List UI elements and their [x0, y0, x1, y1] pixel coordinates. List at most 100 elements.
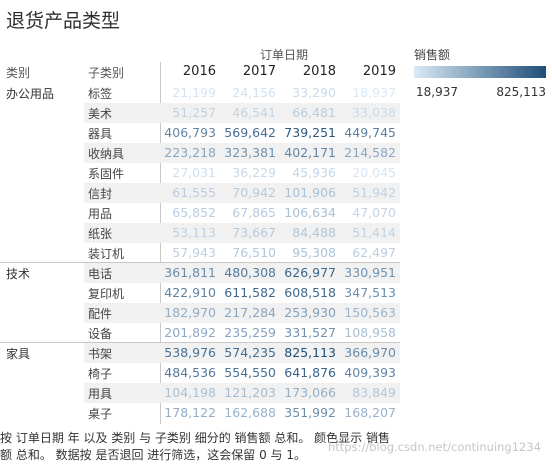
sales-cell[interactable]: 18,937 [352, 85, 396, 100]
sales-cell[interactable]: 608,518 [284, 285, 336, 300]
sales-cell[interactable]: 235,259 [224, 325, 276, 340]
sales-cell[interactable]: 27,031 [172, 165, 216, 180]
sales-cell[interactable]: 402,171 [284, 145, 336, 160]
sales-cell[interactable]: 65,852 [172, 205, 216, 220]
sales-cell[interactable]: 323,381 [224, 145, 276, 160]
sales-cell[interactable]: 53,113 [172, 225, 216, 240]
sales-cell[interactable]: 108,958 [344, 325, 396, 340]
year-header-2016[interactable]: 2016 [182, 64, 216, 79]
sales-cell[interactable]: 47,070 [352, 205, 396, 220]
sales-cell[interactable]: 351,992 [284, 405, 336, 420]
subcategory-label[interactable]: 桌子 [88, 407, 113, 421]
sales-cell[interactable]: 150,563 [344, 305, 396, 320]
year-header-2017[interactable]: 2017 [242, 64, 276, 79]
sales-cell[interactable]: 330,951 [344, 265, 396, 280]
sales-cell[interactable]: 554,550 [224, 365, 276, 380]
sales-cell[interactable]: 67,865 [232, 205, 276, 220]
sales-cell[interactable]: 51,942 [352, 185, 396, 200]
subcategory-label[interactable]: 配件 [88, 307, 113, 321]
sales-cell[interactable]: 641,876 [284, 365, 336, 380]
sales-cell[interactable]: 104,198 [164, 385, 216, 400]
sales-cell[interactable]: 361,811 [164, 265, 216, 280]
sales-cell[interactable]: 366,970 [344, 345, 396, 360]
sales-cell[interactable]: 409,393 [344, 365, 396, 380]
sales-cell[interactable]: 83,849 [352, 385, 396, 400]
sales-cell[interactable]: 20,045 [352, 165, 396, 180]
sales-cell[interactable]: 46,541 [232, 105, 276, 120]
subcategory-label[interactable]: 纸张 [88, 227, 113, 241]
sales-cell[interactable]: 84,488 [292, 225, 336, 240]
sales-cell[interactable]: 449,745 [344, 125, 396, 140]
subcategory-label[interactable]: 信封 [88, 187, 113, 201]
sales-cell[interactable]: 347,513 [344, 285, 396, 300]
sales-cell[interactable]: 162,688 [224, 405, 276, 420]
group-separator [0, 262, 400, 263]
sales-cell[interactable]: 217,284 [224, 305, 276, 320]
sales-cell[interactable]: 33,038 [352, 105, 396, 120]
subcategory-label[interactable]: 椅子 [88, 367, 113, 381]
sales-cell[interactable]: 739,251 [284, 125, 336, 140]
sales-cell[interactable]: 201,892 [164, 325, 216, 340]
sales-cell[interactable]: 106,634 [284, 205, 336, 220]
sales-cell[interactable]: 61,555 [172, 185, 216, 200]
sales-cell[interactable]: 101,906 [284, 185, 336, 200]
row-band [160, 103, 400, 123]
sales-cell[interactable]: 182,970 [164, 305, 216, 320]
subcategory-label[interactable]: 复印机 [88, 287, 125, 301]
color-legend-bar[interactable] [414, 66, 546, 78]
row-band [84, 303, 160, 323]
category-label[interactable]: 家具 [6, 347, 31, 361]
subcategory-label[interactable]: 设备 [88, 327, 113, 341]
header-divider [160, 62, 161, 424]
sales-cell[interactable]: 51,414 [352, 225, 396, 240]
sales-cell[interactable]: 611,582 [224, 285, 276, 300]
row-band [84, 183, 160, 203]
sales-cell[interactable]: 73,667 [232, 225, 276, 240]
sales-cell[interactable]: 253,930 [284, 305, 336, 320]
sales-cell[interactable]: 51,257 [172, 105, 216, 120]
sales-cell[interactable]: 422,910 [164, 285, 216, 300]
sales-cell[interactable]: 538,976 [164, 345, 216, 360]
subcategory-label[interactable]: 器具 [88, 127, 113, 141]
subcategory-label[interactable]: 用具 [88, 387, 113, 401]
sales-cell[interactable]: 173,066 [284, 385, 336, 400]
sales-cell[interactable]: 62,497 [352, 245, 396, 260]
sales-cell[interactable]: 825,113 [284, 345, 336, 360]
sales-cell[interactable]: 45,936 [292, 165, 336, 180]
category-label[interactable]: 技术 [6, 267, 31, 281]
sales-cell[interactable]: 66,481 [292, 105, 336, 120]
subcategory-label[interactable]: 收纳具 [88, 147, 125, 161]
sales-cell[interactable]: 626,977 [284, 265, 336, 280]
sales-cell[interactable]: 76,510 [232, 245, 276, 260]
year-header-2019[interactable]: 2019 [362, 64, 396, 79]
subcategory-label[interactable]: 美术 [88, 107, 113, 121]
sales-cell[interactable]: 223,218 [164, 145, 216, 160]
sales-cell[interactable]: 36,229 [232, 165, 276, 180]
subcategory-label[interactable]: 电话 [88, 267, 113, 281]
subcategory-label[interactable]: 装订机 [88, 247, 125, 261]
legend-max-value: 825,113 [496, 85, 546, 99]
sales-cell[interactable]: 406,793 [164, 125, 216, 140]
year-header-2018[interactable]: 2018 [302, 64, 336, 79]
sales-cell[interactable]: 57,943 [172, 245, 216, 260]
sales-cell[interactable]: 121,203 [224, 385, 276, 400]
subcategory-label[interactable]: 书架 [88, 347, 113, 361]
subcategory-label[interactable]: 系固件 [88, 167, 125, 181]
subcategory-label[interactable]: 用品 [88, 207, 113, 221]
sales-cell[interactable]: 95,308 [292, 245, 336, 260]
sales-cell[interactable]: 480,308 [224, 265, 276, 280]
legend-min-value: 18,937 [416, 85, 458, 99]
sales-cell[interactable]: 569,642 [224, 125, 276, 140]
sales-cell[interactable]: 574,235 [224, 345, 276, 360]
sales-cell[interactable]: 214,582 [344, 145, 396, 160]
sales-cell[interactable]: 178,122 [164, 405, 216, 420]
sales-cell[interactable]: 24,156 [232, 85, 276, 100]
sales-cell[interactable]: 70,942 [232, 185, 276, 200]
sales-cell[interactable]: 21,199 [172, 85, 216, 100]
sales-cell[interactable]: 168,207 [344, 405, 396, 420]
category-label[interactable]: 办公用品 [6, 87, 55, 101]
sales-cell[interactable]: 331,527 [284, 325, 336, 340]
subcategory-label[interactable]: 标签 [88, 87, 113, 101]
sales-cell[interactable]: 484,536 [164, 365, 216, 380]
sales-cell[interactable]: 33,290 [292, 85, 336, 100]
